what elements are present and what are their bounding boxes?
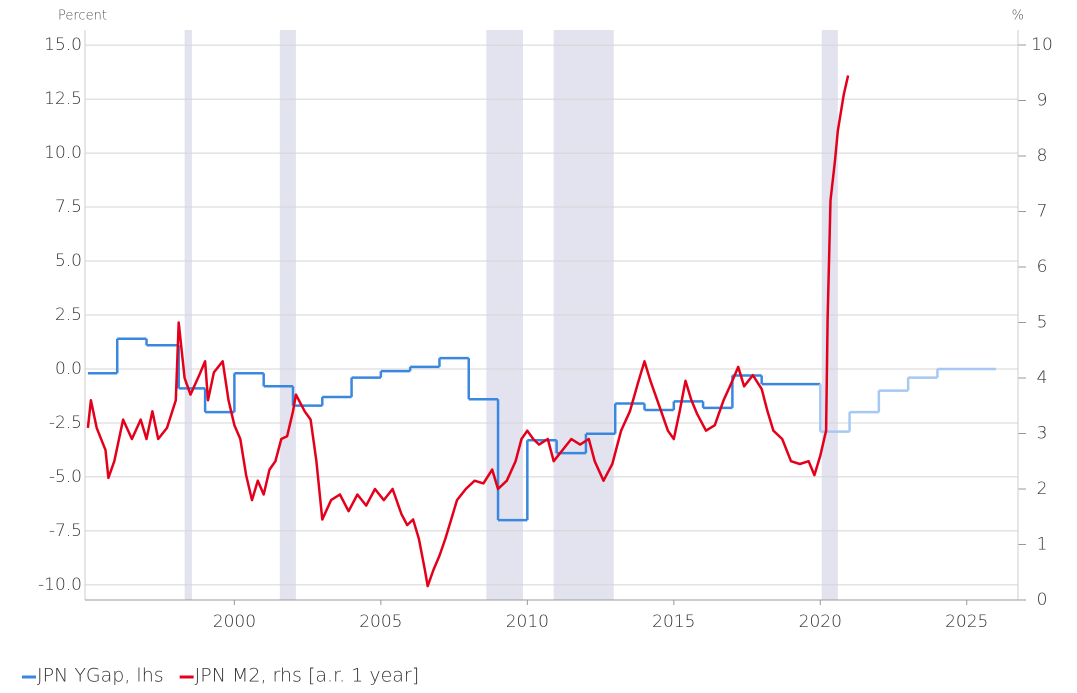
y2-tick-label: 3 [1037, 423, 1048, 443]
y-tick-label: -2.5 [49, 413, 82, 433]
y2-tick-label: 9 [1037, 90, 1048, 110]
y2-tick-label: 8 [1037, 146, 1048, 166]
y-tick-label: 0.0 [55, 359, 82, 379]
y-tick-label: 5.0 [55, 251, 82, 271]
y-tick-label: 7.5 [55, 197, 82, 217]
x-tick-label: 2020 [799, 612, 842, 632]
y-tick-label: -5.0 [49, 467, 82, 487]
y2-tick-label: 0 [1037, 590, 1048, 610]
y-tick-label: -10.0 [38, 575, 82, 595]
y2-tick-label: 5 [1037, 312, 1048, 332]
x-tick-label: 2025 [945, 612, 988, 632]
y-tick-label: -7.5 [49, 521, 82, 541]
y2-tick-label: 6 [1037, 257, 1048, 277]
x-tick-label: 2015 [652, 612, 695, 632]
x-tick-label: 2000 [213, 612, 256, 632]
y-tick-label: 12.5 [44, 89, 82, 109]
x-tick-label: 2005 [359, 612, 402, 632]
y-tick-label: 2.5 [55, 305, 82, 325]
series-line [86, 75, 850, 588]
x-tick-label: 2010 [506, 612, 549, 632]
legend-label: JPN M2, rhs [a.r. 1 year] [195, 665, 420, 687]
y2-axis-label: % [1012, 9, 1024, 24]
y-tick-label: 10.0 [44, 143, 82, 163]
y-axis-label: Percent [58, 9, 107, 24]
y2-tick-label: 7 [1037, 201, 1048, 221]
y2-tick-label: 4 [1037, 368, 1048, 388]
y2-tick-label: 10 [1031, 35, 1053, 55]
y2-tick-label: 1 [1037, 534, 1048, 554]
y-tick-label: 15.0 [44, 35, 82, 55]
legend-label: JPN YGap, lhs [37, 665, 164, 687]
y2-tick-label: 2 [1037, 479, 1048, 499]
